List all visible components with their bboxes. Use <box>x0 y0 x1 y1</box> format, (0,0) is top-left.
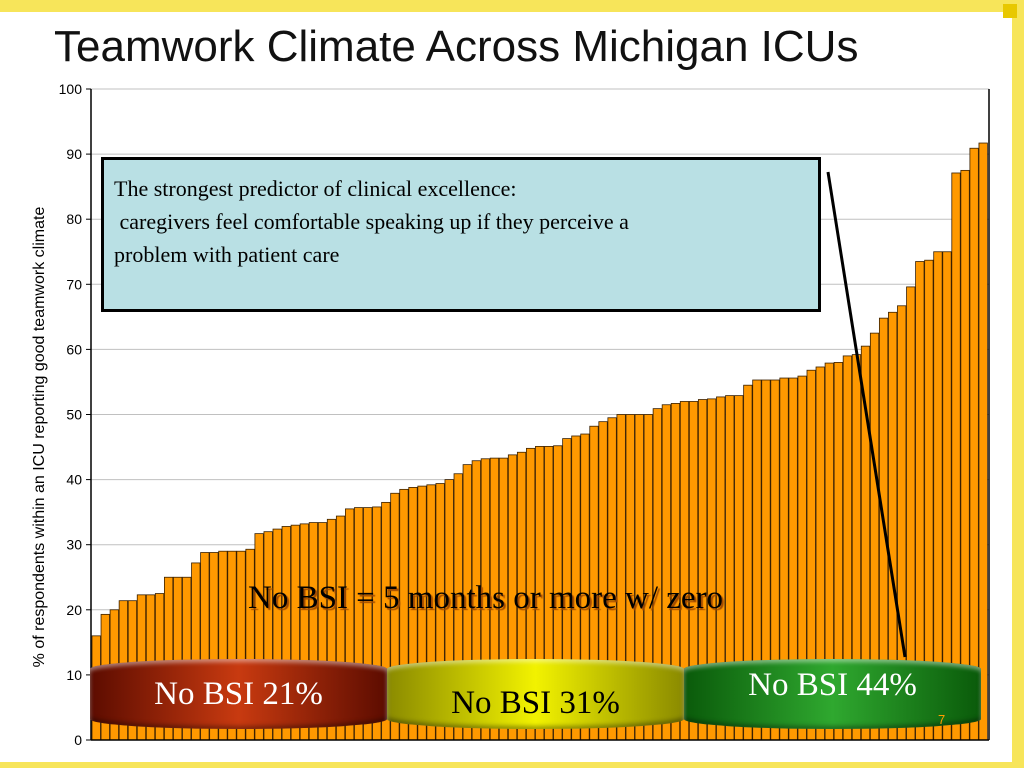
slide-number: 7 <box>938 712 946 727</box>
callout-line-3: problem with patient care <box>114 242 340 267</box>
slide-frame-right <box>1012 0 1024 768</box>
slide-title: Teamwork Climate Across Michigan ICUs <box>54 22 859 71</box>
y-tick-label: 40 <box>66 472 82 488</box>
callout-line-1: The strongest predictor of clinical exce… <box>114 176 517 201</box>
slide-frame-top <box>0 0 1024 12</box>
y-tick-label: 90 <box>66 146 82 162</box>
y-tick-label: 20 <box>66 602 82 618</box>
group-label-red: No BSI 21% <box>90 659 387 729</box>
chart-bars <box>91 142 988 741</box>
group-label-green: No BSI 44% <box>684 659 981 729</box>
group-label-yellow: No BSI 31% <box>387 659 684 729</box>
y-tick-label: 30 <box>66 537 82 553</box>
annotation-text: No BSI = 5 months or more w/ zero <box>248 580 724 616</box>
y-tick-label: 80 <box>66 211 82 227</box>
slide-frame-bottom <box>0 762 1024 768</box>
bar <box>969 147 979 741</box>
bar <box>960 169 970 741</box>
y-tick-label: 0 <box>74 732 82 748</box>
y-tick-label: 60 <box>66 341 82 357</box>
bar <box>978 142 988 741</box>
callout-line-2: caregivers feel comfortable speaking up … <box>114 209 629 234</box>
slide-frame-corner <box>1003 4 1017 18</box>
y-tick-label: 100 <box>59 81 83 97</box>
chart-y-ticks: 0 10 20 30 40 50 60 70 80 90 100 <box>59 81 91 748</box>
y-tick-label: 10 <box>66 667 82 683</box>
callout-box: The strongest predictor of clinical exce… <box>101 157 821 312</box>
y-axis-label: % of respondents within an ICU reporting… <box>31 207 48 668</box>
y-tick-label: 50 <box>66 407 82 423</box>
y-tick-label: 70 <box>66 276 82 292</box>
bar <box>951 172 961 741</box>
